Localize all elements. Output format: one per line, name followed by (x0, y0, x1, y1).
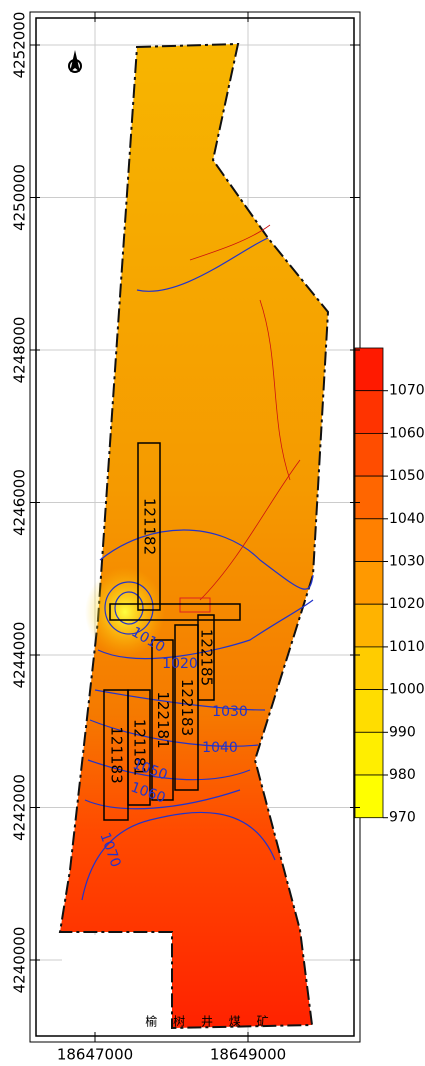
legend-swatch (355, 562, 383, 605)
mine-boundary (60, 44, 328, 1028)
page: 121182121183121181122181122183122185 101… (0, 0, 425, 1066)
legend-swatch (355, 604, 383, 647)
legend-swatch (355, 690, 383, 733)
panel-label: 121183 (108, 726, 126, 783)
y-tick-label: 4248000 (11, 317, 29, 384)
north-arrow (69, 50, 81, 72)
legend-swatch (355, 647, 383, 690)
legend-label: 980 (389, 767, 416, 783)
legend-label: 1060 (389, 425, 425, 441)
legend-swatch (355, 391, 383, 434)
legend-label: 970 (389, 810, 416, 826)
contour-label: 1040 (202, 740, 238, 756)
panel-label: 122183 (178, 679, 196, 736)
x-tick-label: 18649000 (210, 1046, 286, 1064)
legend-swatch (355, 519, 383, 562)
legend-label: 1000 (389, 682, 425, 698)
legend-swatch (355, 732, 383, 775)
map: 121182121183121181122181122183122185 101… (0, 0, 425, 1066)
legend-swatch (355, 433, 383, 476)
legend-label: 1030 (389, 554, 425, 570)
y-tick-label: 4242000 (11, 774, 29, 841)
x-tick-label: 18647000 (57, 1046, 133, 1064)
legend-swatch (355, 775, 383, 818)
y-tick-label: 4240000 (11, 927, 29, 994)
panel-label: 122185 (198, 629, 216, 686)
legend-label: 1020 (389, 596, 425, 612)
legend-label: 1010 (389, 639, 425, 655)
legend-label: 1050 (389, 468, 425, 484)
panel-label: 122181 (154, 691, 172, 748)
legend-label: 1040 (389, 511, 425, 527)
legend-swatch (355, 348, 383, 391)
contour-label: 1020 (162, 656, 198, 672)
contour-label: 1030 (212, 704, 248, 720)
y-tick-label: 4246000 (11, 469, 29, 536)
legend-label: 990 (389, 724, 416, 740)
y-tick-label: 4252000 (11, 12, 29, 79)
legend-swatch (355, 476, 383, 519)
y-tick-label: 4250000 (11, 164, 29, 231)
legend-label: 1070 (389, 383, 425, 399)
panel-label: 121182 (141, 498, 159, 555)
mine-name: 榆 树 井 煤 矿 (145, 1014, 274, 1029)
y-tick-label: 4244000 (11, 622, 29, 689)
